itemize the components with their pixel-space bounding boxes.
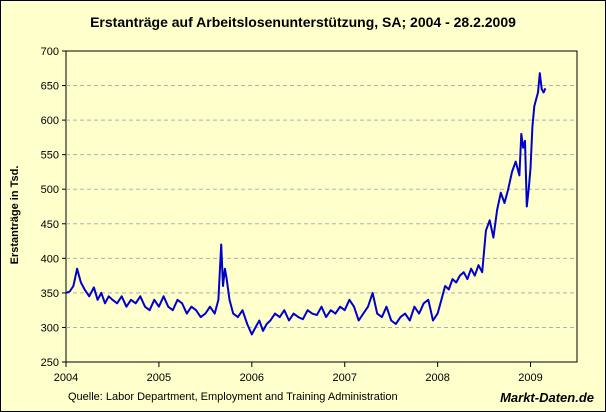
y-tick-label-650: 650: [41, 81, 59, 93]
brand-logo: Markt-Daten.de: [500, 390, 594, 405]
x-tick-label-2009: 2009: [518, 372, 542, 384]
y-tick-label-500: 500: [41, 184, 59, 196]
x-tick-label-2005: 2005: [147, 372, 171, 384]
y-axis: 250 300 350 400 450 500 550 600 650 700: [41, 46, 66, 369]
plot-area: [65, 50, 578, 363]
y-tick-label-600: 600: [41, 115, 59, 127]
y-tick-label-400: 400: [41, 253, 59, 265]
y-tick-label-550: 550: [41, 150, 59, 162]
y-tick-label-450: 450: [41, 219, 59, 231]
y-tick-label-700: 700: [41, 46, 59, 58]
y-tick-label-250: 250: [41, 357, 59, 369]
y-tick-label-300: 300: [41, 322, 59, 334]
source-note: Quelle: Labor Department, Employment and…: [68, 391, 398, 403]
x-axis: 2004 2005 2006 2007 2008 2009: [54, 362, 543, 384]
chart-title: Erstanträge auf Arbeitslosenunterstützun…: [90, 14, 516, 30]
y-tick-label-350: 350: [41, 288, 59, 300]
x-tick-label-2004: 2004: [54, 372, 78, 384]
x-tick-label-2007: 2007: [332, 372, 356, 384]
x-tick-label-2006: 2006: [240, 372, 264, 384]
grid-lines: [66, 85, 577, 328]
series-line: [65, 72, 547, 336]
x-tick-label-2008: 2008: [425, 372, 449, 384]
